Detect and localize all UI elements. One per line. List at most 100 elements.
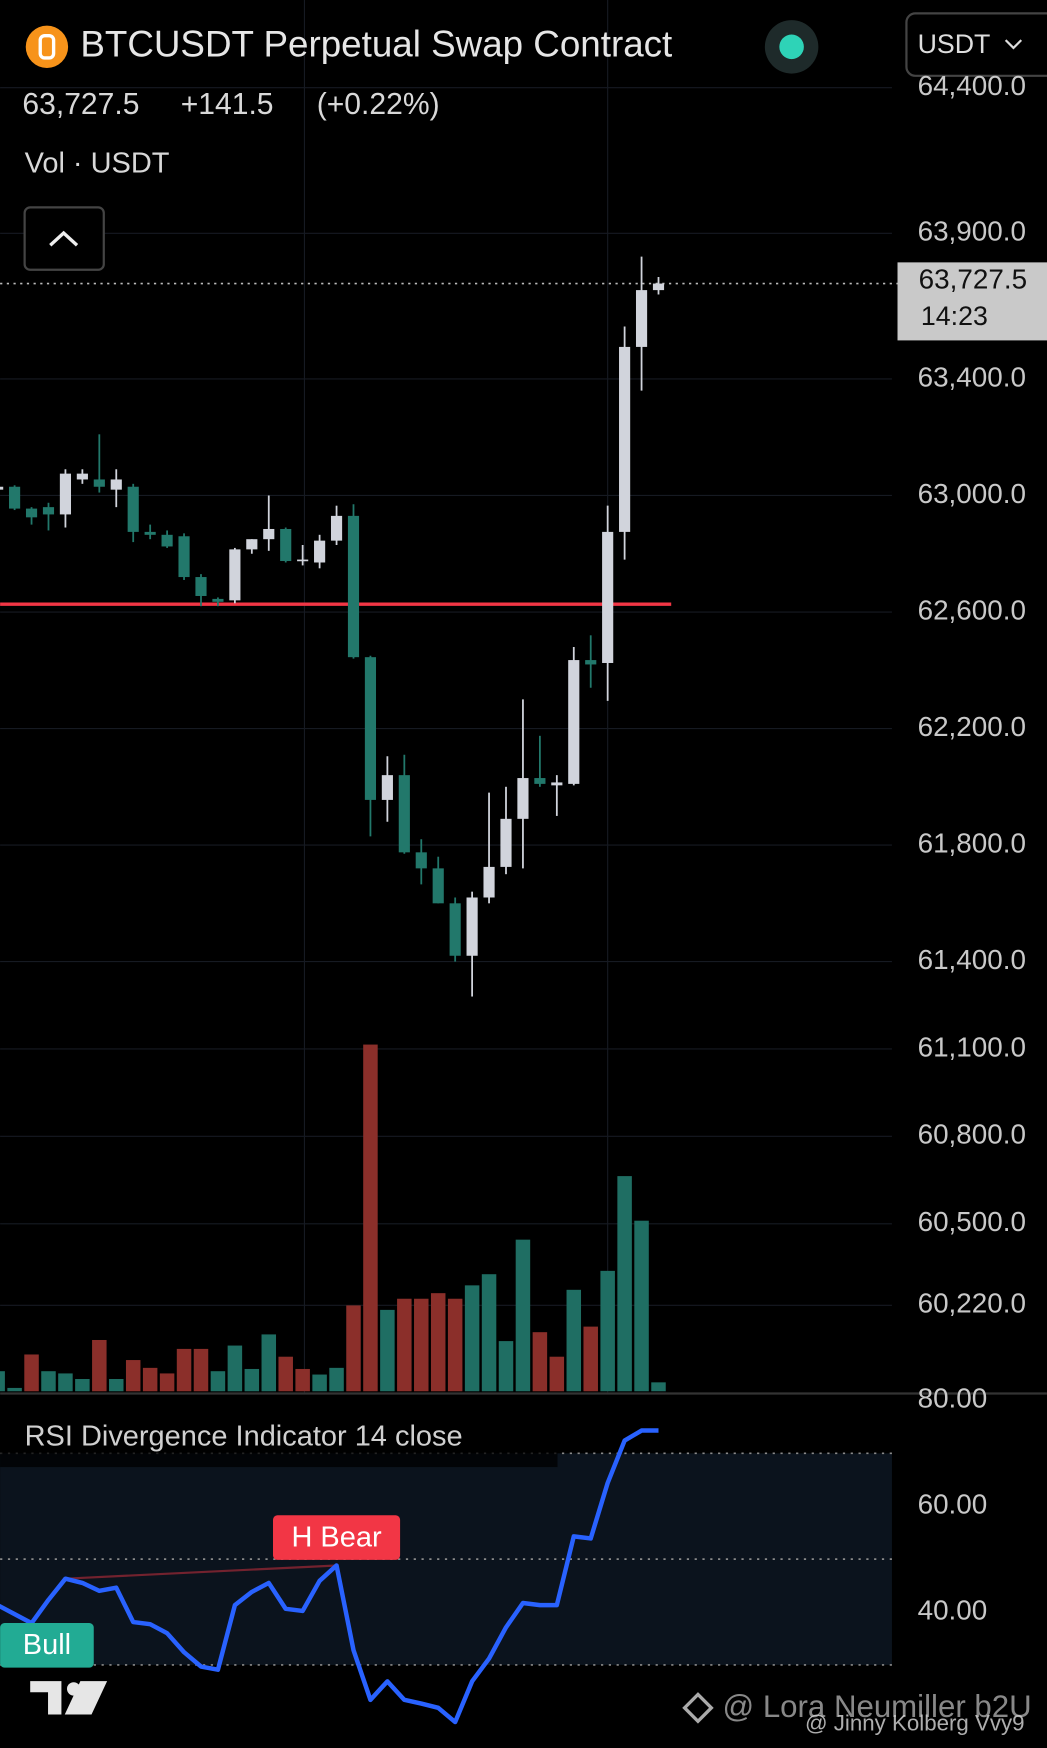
volume-bar [41,1371,56,1392]
candle-body [602,531,614,663]
rsi-line [0,1428,659,1725]
tv-logo [30,1681,108,1715]
volume-bar [7,1387,22,1392]
price-label: 63,727.5 [919,264,1027,295]
price-change: +141.5 [181,88,274,121]
candle-body [381,775,393,800]
volume-bar [583,1326,598,1392]
y-tick-label: 61,100.0 [918,1031,1026,1062]
y-tick-label: 64,400.0 [918,70,1026,101]
volume-bar [634,1220,649,1392]
divergence-line [65,1564,337,1580]
volume-bar [109,1379,124,1392]
candle-body [619,346,631,532]
volume-bar [430,1293,446,1392]
signal-label-box [0,1623,94,1668]
candle-body [127,486,139,532]
watermark: @ Lora Neumiller b2U [722,1689,1031,1724]
y-tick-label: 62,600.0 [918,594,1026,625]
volume-bar [176,1348,192,1392]
candle-body [59,473,72,515]
chevron [1004,39,1023,50]
volume-bar [329,1367,344,1392]
rsi-tick-label: 80.00 [918,1383,988,1414]
candle-body [9,486,21,509]
candle-body [25,508,38,518]
y-tick-label: 63,000.0 [918,478,1026,509]
volume-bar [24,1354,39,1392]
volume-bar [447,1298,463,1392]
volume-bar [261,1334,277,1392]
candle-body [110,479,122,490]
candle-body [483,866,495,898]
candle-body [551,782,563,786]
volume-bar [617,1176,632,1392]
volume-bar [227,1345,243,1392]
candle-body [297,559,309,562]
y-tick-label: 63,400.0 [918,361,1026,392]
candle-body [500,818,512,867]
candle-body [585,660,597,665]
price-change-pct: (+0.22%) [317,88,440,121]
candle-body [0,486,4,490]
rsi-tick-label: 40.00 [918,1594,988,1625]
plot-area: RSI Divergence Indicator 14 close H Bear B… [0,87,898,1725]
volume-bar [363,1044,378,1392]
status-dot [779,34,804,60]
volume-bar [566,1289,582,1392]
candle-body [280,528,292,562]
candle-body [635,290,648,347]
signal-label-box [273,1515,401,1560]
collapse-button[interactable] [23,206,105,271]
candle-body [178,536,190,578]
candle-body [161,534,173,547]
candle-body [415,852,427,869]
candle-body [42,507,55,515]
volume-bar [600,1270,615,1392]
candle-body [246,539,258,550]
volume-bar [380,1309,395,1392]
rsi-tick-label: 60.00 [918,1489,988,1520]
volume-bar [481,1274,497,1392]
price-label-box [897,262,1047,341]
candle-body [568,660,580,784]
rsi-title: RSI Divergence Indicator 14 close [25,1421,463,1453]
volume-bar [92,1339,107,1392]
candle-body [314,540,326,563]
candle-body [466,897,478,956]
y-tick-label: 62,200.0 [918,711,1026,742]
y-tick-label: 61,800.0 [918,827,1026,858]
volume-bar [346,1305,361,1392]
volume-bar [75,1379,90,1392]
candle-body [263,528,275,540]
tv-logo-dot [66,1682,81,1696]
signal-label: Bull [23,1629,71,1661]
currency-label[interactable]: USDT [918,29,991,59]
volume-bar [159,1373,175,1392]
candle-body [398,775,410,853]
watermark-icon [682,1692,714,1724]
volume-bar [414,1298,429,1392]
y-tick-label: 63,900.0 [918,216,1026,247]
candle-body [364,657,377,800]
coin-glyph [38,34,56,60]
candle-body [76,473,88,480]
volume-bar [515,1239,531,1392]
candle-body [229,549,241,601]
volume-bar [0,1371,5,1392]
countdown-label: 14:23 [921,301,988,331]
volume-bar [278,1356,293,1392]
signal-label: H Bear [291,1521,382,1553]
volume-bar [210,1371,226,1392]
volume-bar [295,1368,310,1392]
volume-bar [125,1360,141,1392]
last-price: 63,727.5 [22,88,139,121]
y-tick-label: 60,500.0 [918,1206,1026,1237]
volume-bar [498,1341,514,1392]
currency-select[interactable] [905,12,1047,77]
collapse-icon [49,230,79,247]
candle-body [144,531,156,535]
candle-body [432,868,444,904]
candle-body [195,577,207,596]
